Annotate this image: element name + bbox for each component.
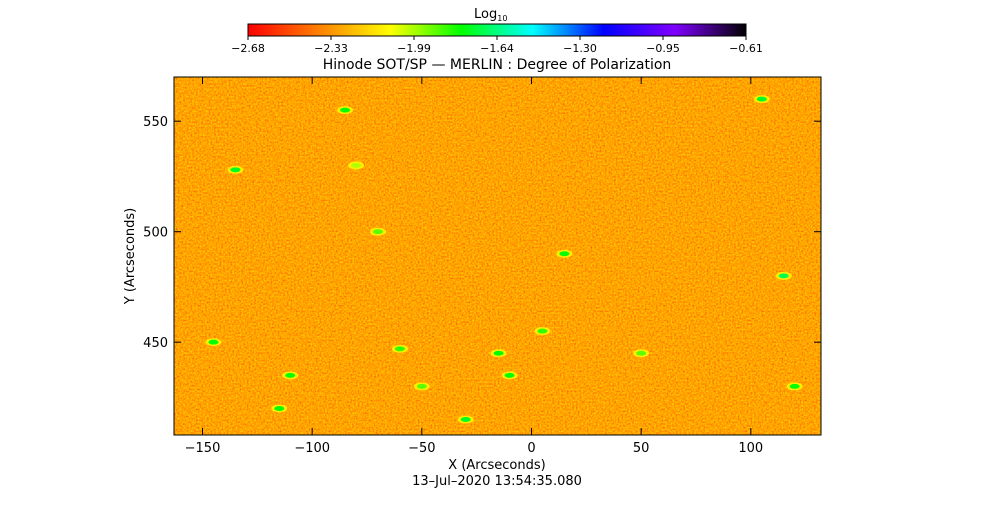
- colorbar-tick-label: −1.30: [563, 42, 597, 55]
- x-tick-label: 100: [738, 441, 763, 456]
- heatmap-patch: [537, 328, 548, 334]
- colorbar-tick-label: −0.95: [646, 42, 680, 55]
- heatmap-patch: [351, 162, 362, 168]
- y-tick-label: 450: [143, 336, 168, 351]
- heatmap-patch: [285, 372, 296, 378]
- heatmap-texture: [174, 77, 821, 435]
- x-tick-label: −100: [294, 441, 330, 456]
- heatmap-patch: [789, 383, 800, 389]
- y-axis-label: Y (Arcseconds): [123, 208, 138, 305]
- heatmap-patch: [208, 339, 219, 345]
- heatmap-patch: [394, 346, 405, 352]
- heatmap-patch: [504, 372, 515, 378]
- x-tick-label: −50: [408, 441, 435, 456]
- heatmap-patch: [416, 383, 427, 389]
- colorbar-tick-label: −0.61: [729, 42, 763, 55]
- colorbar-tick-label: −1.99: [397, 42, 431, 55]
- heatmap-image: [174, 77, 821, 435]
- chart-title: Hinode SOT/SP — MERLIN : Degree of Polar…: [323, 57, 672, 73]
- heatmap-patch: [340, 107, 351, 113]
- colorbar-title-main: Log: [474, 7, 497, 22]
- plot-frame: [173, 76, 822, 436]
- heatmap-patch: [559, 251, 570, 257]
- heatmap-patch: [230, 167, 241, 173]
- colorbar-tick-label: −2.68: [231, 42, 265, 55]
- heatmap-patch: [778, 273, 789, 279]
- y-tick-label: 500: [143, 226, 168, 241]
- colorbar-tick-label: −2.33: [314, 42, 348, 55]
- y-axis-ticks: 450 500 550: [143, 115, 821, 351]
- x-axis-label: X (Arcseconds): [448, 458, 545, 473]
- colorbar: [247, 23, 747, 37]
- heatmap-patch: [756, 96, 767, 102]
- heatmap-patches: [205, 95, 803, 424]
- colorbar-ticks: −2.68 −2.33 −1.99 −1.64 −1.30 −0.95 −0.61: [231, 36, 763, 55]
- colorbar-tick-label: −1.64: [480, 42, 514, 55]
- heatmap-patch: [460, 417, 471, 423]
- x-tick-label: 50: [633, 441, 650, 456]
- colorbar-title-subscript: 10: [497, 14, 507, 23]
- heatmap-patch: [636, 350, 647, 356]
- x-axis-ticks: −150 −100 −50 0 50 100: [185, 77, 763, 456]
- heatmap-patch: [372, 229, 383, 235]
- heatmap-patch: [493, 350, 504, 356]
- heatmap-patch: [274, 405, 285, 411]
- colorbar-title: Log10: [474, 7, 507, 23]
- y-tick-label: 550: [143, 115, 168, 130]
- x-tick-label: 0: [527, 441, 535, 456]
- timestamp: 13–Jul–2020 13:54:35.080: [412, 474, 582, 489]
- x-tick-label: −150: [185, 441, 221, 456]
